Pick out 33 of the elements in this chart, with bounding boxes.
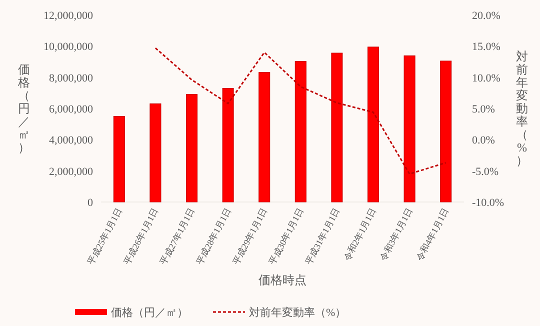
x-tick-label: 平成25年1月1日 — [86, 206, 124, 267]
y-tick-label: 10,000,000 — [44, 41, 94, 54]
y-tick-label: 6,000,000 — [49, 104, 94, 116]
y2-tick-label: -5.0% — [472, 166, 499, 178]
bar — [258, 72, 270, 202]
bar — [150, 103, 162, 202]
y2-tick-label: -10.0% — [472, 197, 504, 209]
bar — [113, 116, 125, 202]
y2-tick-label: 0.0% — [472, 134, 495, 147]
y-tick-label: 8,000,000 — [49, 72, 94, 84]
y2-tick-label: 15.0% — [472, 41, 500, 54]
x-tick-label: 平成30年1月1日 — [267, 206, 306, 267]
y2-tick-label: 5.0% — [472, 104, 495, 116]
x-tick-label: 令和3年1月1日 — [378, 206, 414, 263]
x-tick-label: 平成27年1月1日 — [158, 206, 197, 267]
legend-label: 対前年変動率（%） — [249, 306, 346, 319]
y-tick-label: 4,000,000 — [49, 134, 94, 147]
bar — [186, 94, 198, 202]
y2-tick-label: 10.0% — [472, 72, 500, 84]
x-tick-label: 平成28年1月1日 — [194, 206, 233, 267]
y2-tick-label: 20.0% — [472, 10, 500, 22]
x-tick-label: 令和4年1月1日 — [414, 206, 451, 263]
x-tick-label: 平成31年1月1日 — [303, 206, 342, 267]
y-tick-label: 12,000,000 — [44, 10, 94, 22]
x-tick-label: 平成26年1月1日 — [122, 206, 160, 267]
y-tick-label: 2,000,000 — [49, 166, 94, 178]
y-axis-title: 価格（円／㎡） — [17, 62, 30, 154]
x-axis-title: 価格時点 — [258, 273, 306, 287]
text: 対前年変動率（%） — [516, 50, 528, 168]
x-tick-label: 令和2年1月1日 — [342, 206, 378, 263]
x-tick-label: 平成29年1月1日 — [230, 206, 270, 267]
y-tick-label: 0 — [88, 197, 94, 209]
legend-label: 価格（円／㎡） — [111, 307, 188, 319]
